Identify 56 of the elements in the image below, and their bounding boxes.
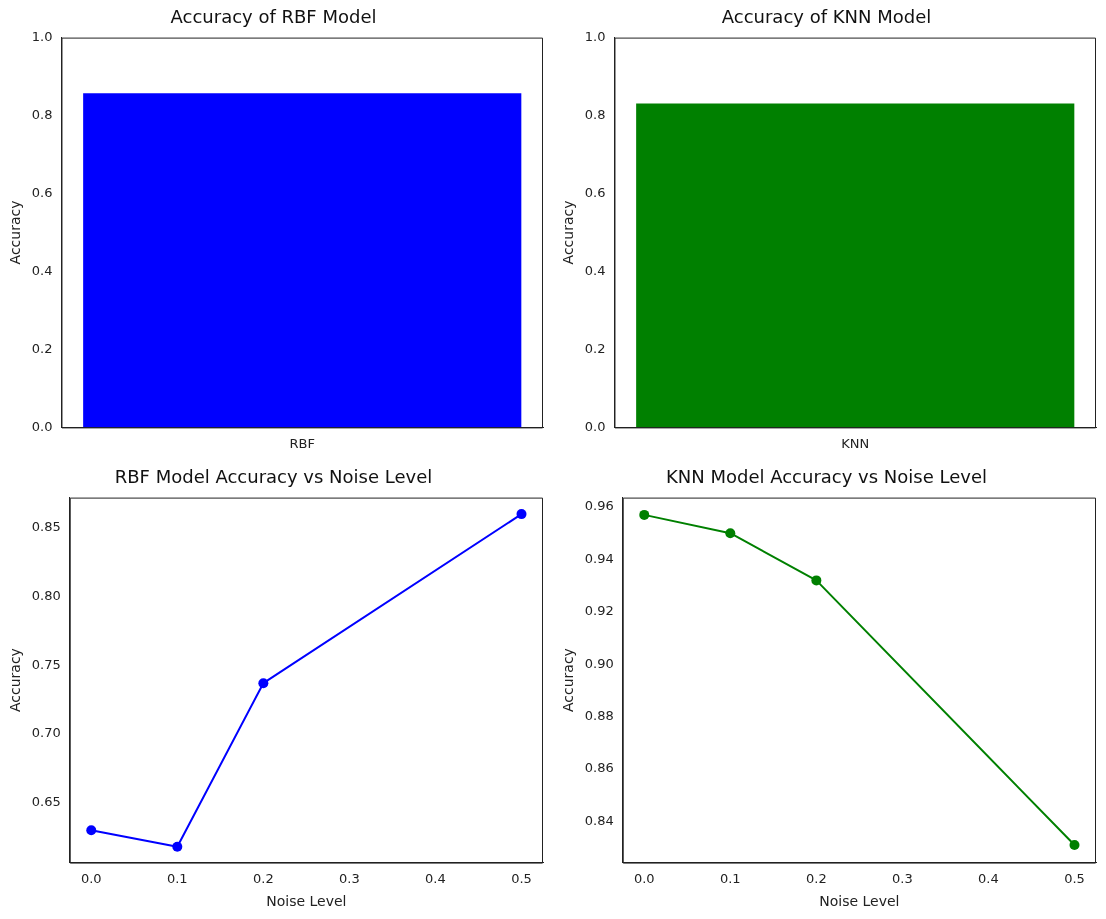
y-tick-label: 1.0	[31, 28, 53, 44]
y-tick-label: 0.2	[31, 340, 53, 356]
y-axis-title: Accuracy	[560, 648, 577, 713]
y-tick-label: 0.6	[584, 184, 606, 200]
x-tick-label: 0.1	[166, 870, 188, 886]
point	[811, 575, 822, 586]
y-tick-label: 0.65	[31, 794, 61, 810]
y-tick-label: 0.0	[584, 418, 606, 434]
y-tick-label: 0.86	[584, 760, 614, 776]
y-tick-label: 1.0	[584, 28, 606, 44]
x-tick-label: 0.0	[80, 870, 102, 886]
y-tick-label: 0.92	[584, 603, 614, 619]
point	[725, 528, 736, 539]
chart-title: RBF Model Accuracy vs Noise Level	[114, 466, 433, 488]
x-tick-label: 0.3	[339, 870, 360, 886]
x-tick-label: 0.5	[1064, 870, 1085, 886]
y-tick-label: 0.8	[31, 106, 53, 122]
chart-title: Accuracy of KNN Model	[721, 6, 932, 28]
point	[516, 509, 527, 520]
chart-title: KNN Model Accuracy vs Noise Level	[665, 466, 988, 488]
chart-title: Accuracy of RBF Model	[170, 6, 377, 28]
x-tick-label: 0.2	[253, 870, 274, 886]
x-axis-title: Noise Level	[819, 893, 900, 910]
y-tick-label: 0.2	[584, 340, 606, 356]
x-axis-title: Noise Level	[266, 893, 347, 910]
point	[86, 825, 97, 836]
point	[172, 841, 183, 852]
y-tick-label: 0.94	[584, 550, 614, 566]
y-tick-label: 0.90	[584, 655, 614, 671]
y-axis-title: Accuracy	[560, 200, 577, 265]
x-tick-label: 0.1	[719, 870, 741, 886]
x-tick-label: 0.2	[806, 870, 827, 886]
y-axis-title: Accuracy	[7, 648, 24, 713]
y-tick-label: 0.80	[31, 587, 61, 603]
x-tick-label: 0.4	[425, 870, 446, 886]
y-tick-label: 0.84	[584, 812, 614, 828]
x-tick-label: KNN	[841, 435, 870, 451]
y-axis-title: Accuracy	[7, 200, 24, 265]
x-tick-label: 0.3	[892, 870, 913, 886]
y-tick-label: 0.70	[31, 725, 61, 741]
y-tick-label: 0.0	[31, 418, 53, 434]
point	[1069, 840, 1080, 851]
y-tick-label: 0.8	[584, 106, 606, 122]
point	[258, 678, 269, 689]
y-tick-label: 0.4	[584, 262, 606, 278]
y-tick-label: 0.6	[31, 184, 53, 200]
x-tick-label: 0.4	[978, 870, 999, 886]
y-tick-label: 0.88	[584, 708, 614, 724]
x-tick-label: 0.0	[633, 870, 655, 886]
x-tick-label: 0.5	[511, 870, 532, 886]
point	[639, 509, 650, 520]
y-tick-label: 0.96	[584, 498, 614, 514]
y-tick-label: 0.85	[31, 519, 61, 535]
y-tick-label: 0.4	[31, 262, 53, 278]
x-tick-label: RBF	[289, 435, 315, 451]
y-tick-label: 0.75	[31, 656, 61, 672]
